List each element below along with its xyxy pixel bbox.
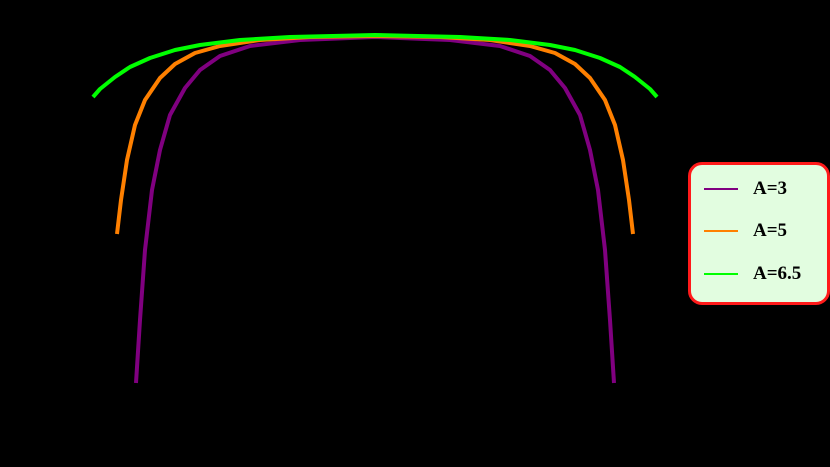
legend-label-a3: A=3 (753, 178, 788, 199)
legend-label-a6_5: A=6.5 (753, 263, 802, 284)
legend-swatch-a3 (704, 188, 738, 190)
legend-swatch-a6_5 (704, 273, 738, 275)
series-a6_5-line (91, 33, 659, 99)
legend-swatch-a5 (704, 230, 738, 232)
series-a3-line (134, 35, 616, 384)
legend: A=3 A=5 A=6.5 (688, 162, 830, 305)
legend-label-a5: A=5 (753, 220, 788, 241)
legend-item-a5: A=5 (704, 219, 787, 243)
legend-item-a3: A=3 (704, 177, 787, 201)
series-a5-line (115, 34, 635, 235)
legend-item-a6_5: A=6.5 (704, 262, 801, 286)
